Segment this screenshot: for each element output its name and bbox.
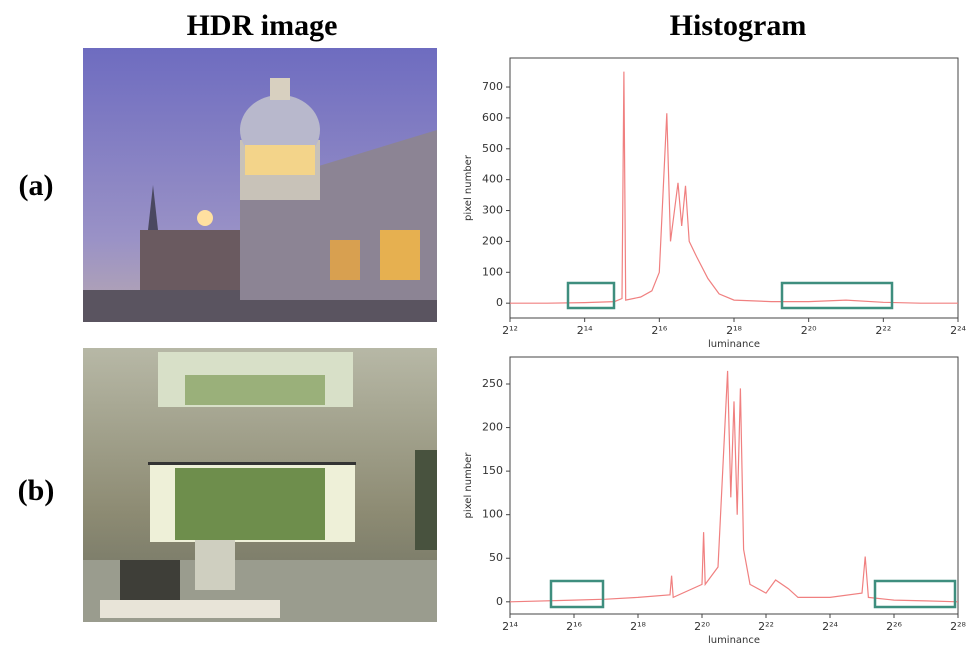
column-header: Histogram: [670, 9, 807, 42]
y-tick-label: 600: [482, 111, 503, 124]
x-tick-label: 2²⁸: [950, 620, 966, 633]
x-tick-label: 2¹⁸: [630, 620, 646, 633]
y-tick-label: 100: [482, 508, 503, 521]
y-tick-label: 0: [496, 595, 503, 608]
plot-frame: [509, 356, 959, 615]
highlight-boxes: [549, 281, 957, 609]
x-tick-label: 2¹⁶: [566, 620, 582, 633]
x-tick-label: 2¹⁶: [651, 324, 667, 337]
hdr-photo-b: [83, 348, 437, 622]
x-tick-label: 2¹⁴: [577, 324, 593, 337]
x-tick-label: 2²⁴: [950, 324, 966, 337]
y-tick-label: 700: [482, 80, 503, 93]
histogram-chart: 0 100 200 300 400 500 600 700 2¹² 2¹⁴ 2¹⁶ 2¹⁸ 2²⁰ 2²²…: [463, 57, 966, 350]
column-header: HDR image: [187, 9, 338, 42]
x-tick-label: 2²⁰: [694, 620, 710, 633]
x-axis-label: luminance: [708, 339, 760, 350]
row-label: (a): [19, 169, 54, 202]
x-tick-label: 2²²: [758, 620, 774, 633]
y-tick-label: 300: [482, 204, 503, 217]
x-tick-label: 2¹⁸: [726, 324, 742, 337]
x-tick-label: 2²⁶: [886, 620, 902, 633]
x-tick-label: 2¹²: [502, 324, 518, 337]
y-tick-label: 500: [482, 142, 503, 155]
y-tick-label: 0: [496, 296, 503, 309]
plot-frame: [509, 57, 959, 319]
y-tick-label: 50: [489, 551, 503, 564]
histogram-line: [510, 71, 958, 304]
y-tick-label: 150: [482, 464, 503, 477]
x-tick-label: 2¹⁴: [502, 620, 518, 633]
histogram-line: [509, 370, 959, 603]
y-tick-label: 200: [482, 421, 503, 434]
y-axis-label: pixel number: [463, 154, 474, 221]
x-axis-label: luminance: [708, 635, 760, 646]
x-tick-label: 2²⁴: [822, 620, 838, 633]
row-label: (b): [18, 474, 55, 507]
histogram-chart: 0 50 100 150 200 250 2¹⁴ 2¹⁶ 2¹⁸ 2²⁰ 2²² 2²⁴ 2²⁶ 2²⁸ l…: [463, 356, 966, 646]
y-tick-label: 100: [482, 265, 503, 278]
x-tick-label: 2²²: [875, 324, 891, 337]
y-axis-label: pixel number: [463, 452, 474, 519]
y-tick-label: 400: [482, 173, 503, 186]
y-tick-label: 200: [482, 234, 503, 247]
hdr-photo-a: [83, 48, 437, 322]
x-tick-label: 2²⁰: [801, 324, 817, 337]
y-tick-label: 250: [482, 377, 503, 390]
